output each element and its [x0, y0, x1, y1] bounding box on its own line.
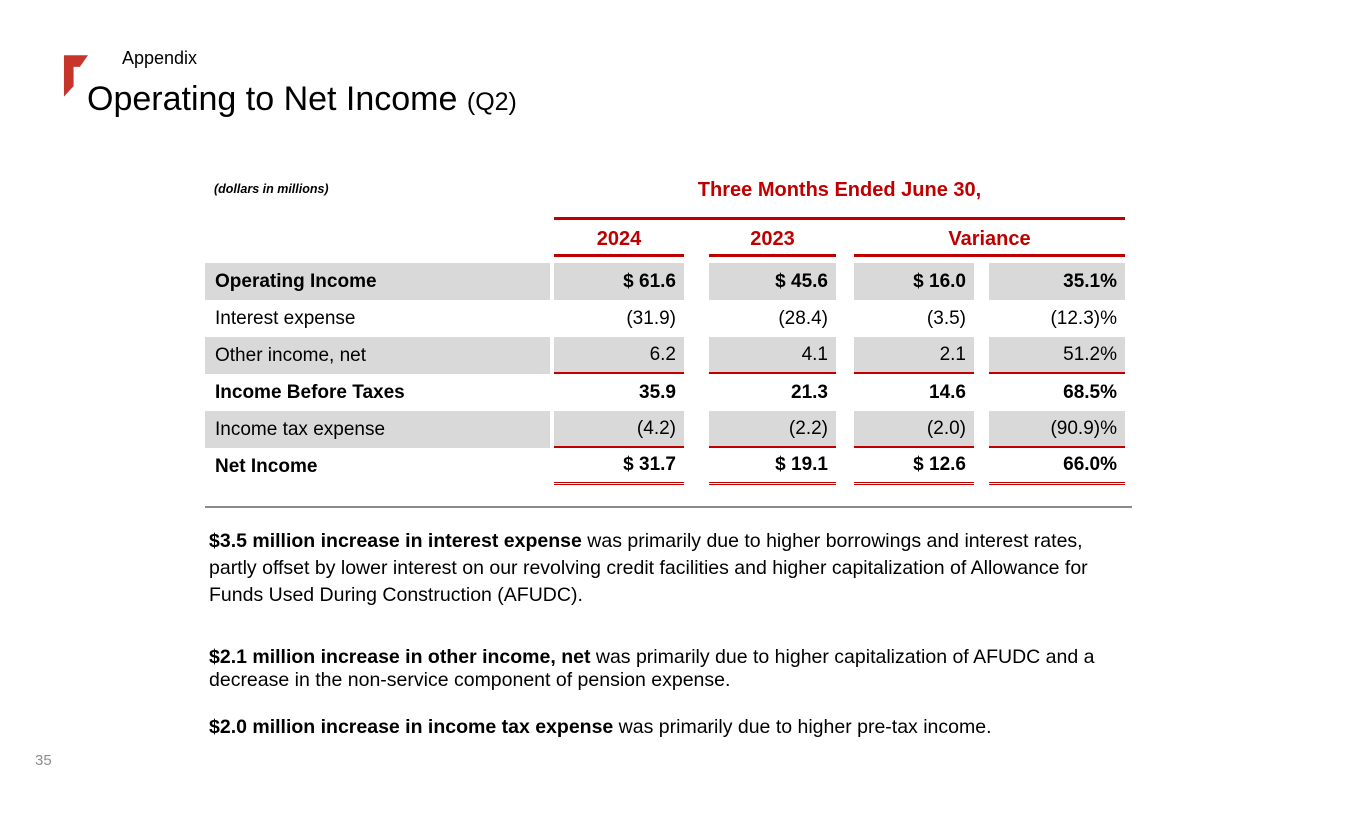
column-header-variance: Variance [854, 225, 1125, 257]
cell-variance-percent: (90.9)% [989, 411, 1125, 448]
cell-2023: 21.3 [791, 381, 828, 403]
cell-variance-percent: 35.1% [989, 263, 1125, 300]
note-income-tax: $2.0 million increase in income tax expe… [209, 714, 1134, 741]
notes-section: $3.5 million increase in interest expens… [209, 528, 1134, 741]
table-column-headers: 2024 2023 Variance [205, 225, 1125, 257]
note-text: was primarily due to higher borrowings a… [209, 530, 1088, 606]
table-body: Operating Income $ 61.6 $ 45.6 $ 16.0 35… [205, 263, 1125, 485]
page-title-suffix: (Q2) [466, 88, 517, 116]
cell-2024: (31.9) [626, 307, 676, 329]
brand-corner-icon [63, 55, 88, 97]
note-text: was primarily due to higher capitalizati… [209, 645, 1095, 691]
cell-variance-amount: 14.6 [929, 381, 966, 403]
financial-table: (dollars in millions) Three Months Ended… [205, 173, 1125, 493]
page-title-text: Operating to Net Income [87, 80, 458, 118]
cell-variance-amount: $ 12.6 [854, 448, 974, 485]
table-bottom-divider [205, 506, 1132, 508]
note-text: was primarily due to higher pre-tax inco… [613, 715, 992, 738]
row-label: Net Income [215, 455, 318, 477]
cell-variance-amount: 2.1 [854, 337, 974, 374]
row-label: Operating Income [205, 263, 550, 300]
cell-2023: $ 45.6 [709, 263, 836, 300]
table-period-header: Three Months Ended June 30, [697, 179, 982, 201]
appendix-eyebrow: Appendix [122, 48, 198, 68]
row-label: Other income, net [205, 337, 550, 374]
cell-2024: (4.2) [554, 411, 684, 448]
column-header-2024: 2024 [554, 225, 684, 257]
units-label: (dollars in millions) [214, 182, 329, 196]
row-label: Income Before Taxes [215, 381, 405, 403]
column-header-2023: 2023 [709, 225, 836, 257]
cell-variance-amount: $ 16.0 [854, 263, 974, 300]
cell-2024: $ 61.6 [554, 263, 684, 300]
note-interest-expense: $3.5 million increase in interest expens… [209, 528, 1134, 609]
note-lead: $2.1 million increase in other income, n… [209, 645, 591, 668]
cell-variance-percent: 51.2% [989, 337, 1125, 374]
cell-2024: 6.2 [554, 337, 684, 374]
period-header-underline [554, 217, 1125, 220]
cell-variance-percent: 66.0% [989, 448, 1125, 485]
cell-variance-percent: (12.3)% [1050, 307, 1117, 329]
note-other-income: $2.1 million increase in other income, n… [209, 646, 1134, 692]
note-lead: $3.5 million increase in interest expens… [209, 530, 582, 552]
cell-variance-percent: 68.5% [1063, 381, 1117, 403]
page-title: Operating to Net Income (Q2) [87, 80, 517, 119]
cell-variance-amount: (2.0) [854, 411, 974, 448]
cell-variance-amount: (3.5) [926, 307, 966, 329]
row-label: Income tax expense [205, 411, 550, 448]
cell-2024: 35.9 [639, 381, 676, 403]
cell-2023: $ 19.1 [709, 448, 836, 485]
note-lead: $2.0 million increase in income tax expe… [209, 715, 614, 738]
cell-2024: $ 31.7 [554, 448, 684, 485]
cell-2023: (28.4) [778, 307, 828, 329]
cell-2023: 4.1 [709, 337, 836, 374]
row-label: Interest expense [215, 307, 356, 329]
page-number: 35 [35, 752, 52, 769]
cell-2023: (2.2) [709, 411, 836, 448]
